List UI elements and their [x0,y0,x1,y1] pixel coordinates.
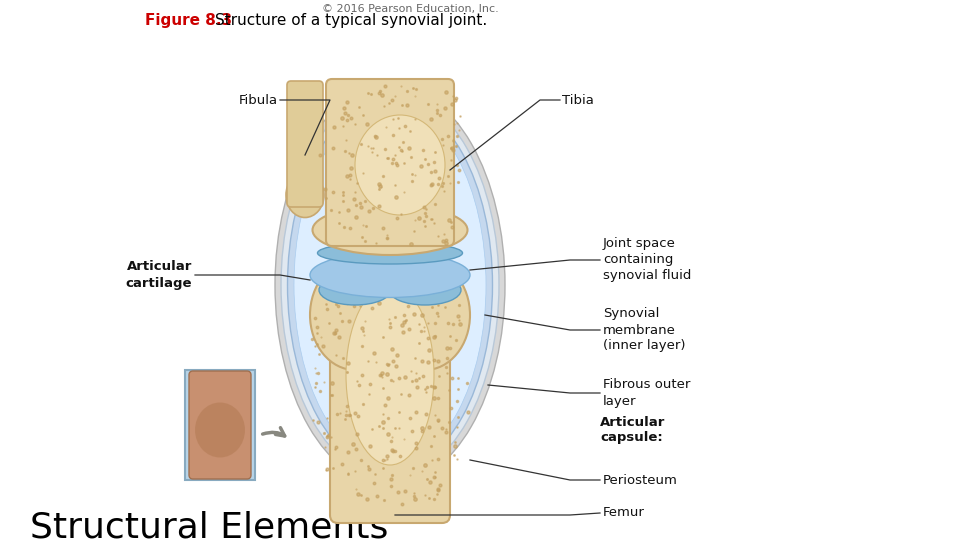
Ellipse shape [275,85,505,485]
Text: Synovial
membrane
(inner layer): Synovial membrane (inner layer) [603,307,685,353]
FancyBboxPatch shape [185,370,255,480]
Ellipse shape [281,92,499,478]
Ellipse shape [380,260,470,370]
Ellipse shape [355,115,445,215]
Text: Structural Elements: Structural Elements [30,510,389,540]
Text: Joint space
containing
synovial fluid: Joint space containing synovial fluid [603,238,691,282]
Ellipse shape [310,260,400,370]
Ellipse shape [310,253,470,298]
Ellipse shape [313,205,468,255]
FancyBboxPatch shape [326,79,454,246]
Ellipse shape [195,402,245,457]
Ellipse shape [340,295,440,375]
Ellipse shape [286,172,324,218]
Text: Tibia: Tibia [562,93,594,106]
Text: Articular
cartilage: Articular cartilage [126,260,192,289]
Text: Femur: Femur [603,507,645,519]
Ellipse shape [389,275,461,305]
FancyBboxPatch shape [189,371,251,479]
Text: Fibula: Fibula [239,93,278,106]
Text: © 2016 Pearson Education, Inc.: © 2016 Pearson Education, Inc. [322,4,498,14]
FancyBboxPatch shape [287,81,323,207]
Ellipse shape [318,242,463,264]
Text: Fibrous outer
layer: Fibrous outer layer [603,379,690,408]
Text: Periosteum: Periosteum [603,474,678,487]
Text: Figure 8.3: Figure 8.3 [145,13,232,28]
Ellipse shape [287,99,492,471]
Text: Structure of a typical synovial joint.: Structure of a typical synovial joint. [215,13,488,28]
Ellipse shape [319,275,391,305]
Ellipse shape [346,285,434,465]
FancyBboxPatch shape [330,327,450,523]
Text: Articular
capsule:: Articular capsule: [600,415,665,444]
Ellipse shape [294,106,486,464]
